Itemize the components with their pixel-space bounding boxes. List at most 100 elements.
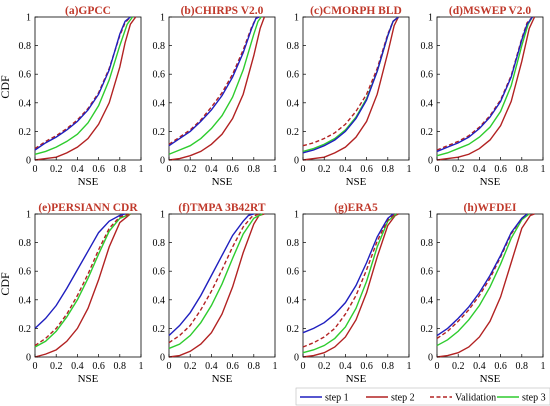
legend-box xyxy=(295,387,550,406)
y-tick-label: 0.6 xyxy=(153,70,166,81)
legend: step 1 step 2 Validation step 3 xyxy=(295,387,550,406)
y-tick-label: 0.6 xyxy=(421,70,434,81)
y-tick-label: 1 xyxy=(26,210,31,221)
y-tick-label: 0.2 xyxy=(287,127,300,138)
legend-label: Validation xyxy=(455,393,496,404)
y-tick-label: 0.4 xyxy=(421,98,434,109)
y-tick-label: 0.6 xyxy=(287,267,300,278)
x-tick-label: 0.4 xyxy=(71,361,84,372)
y-tick-label: 0.4 xyxy=(153,98,166,109)
x-tick-label: 0.2 xyxy=(184,361,197,372)
y-tick-label: 0 xyxy=(428,156,433,167)
y-tick-label: 0.2 xyxy=(153,127,166,138)
x-tick-label: 0.4 xyxy=(205,164,218,175)
plot-area-frame xyxy=(168,213,276,358)
series-line-step2 xyxy=(436,16,536,161)
x-tick-label: 0.2 xyxy=(50,361,63,372)
panel-title: (h)WFDEI xyxy=(463,202,517,214)
series-line-step2 xyxy=(168,16,266,161)
series-line-step1 xyxy=(168,213,254,337)
y-tick-label: 0.4 xyxy=(287,295,300,306)
x-axis-label: NSE xyxy=(346,176,367,188)
legend-item: step 1 xyxy=(300,393,349,404)
x-tick-label: 0.4 xyxy=(339,164,352,175)
y-tick-label: 0.8 xyxy=(287,238,300,249)
y-tick-label: 0 xyxy=(160,353,165,364)
x-axis-label: NSE xyxy=(346,373,367,385)
panel: 0 0.2 0.4 0.6 0.8 1 0 0.2 0.4 0.6 0.8 1 NSE (a)GPCC xyxy=(19,5,144,188)
x-tick-label: 0.6 xyxy=(92,164,105,175)
x-tick-label: 1 xyxy=(273,361,278,372)
series-line-step1 xyxy=(436,16,533,153)
panel-title: (d)MSWEP V2.0 xyxy=(449,5,531,17)
x-tick-label: 0 xyxy=(301,361,306,372)
x-axis-label: NSE xyxy=(480,176,501,188)
x-tick-label: 0 xyxy=(435,361,440,372)
x-tick-label: 0.8 xyxy=(382,361,395,372)
series-line-step1 xyxy=(302,213,394,334)
series-line-step2 xyxy=(436,213,535,358)
x-tick-label: 0.2 xyxy=(318,361,331,372)
series-line-step1 xyxy=(436,213,528,337)
series-line-step3 xyxy=(34,16,134,155)
panel-title: (f)TMPA 3B42RT xyxy=(178,202,266,214)
x-tick-label: 0.2 xyxy=(50,164,63,175)
plot-area-frame xyxy=(34,16,142,161)
x-tick-label: 0.6 xyxy=(226,361,239,372)
x-tick-label: 0 xyxy=(33,164,38,175)
series-line-validation xyxy=(302,213,396,348)
panel: 0 0.2 0.4 0.6 0.8 1 0 0.2 0.4 0.6 0.8 1 NSE (f)TMPA 3… xyxy=(153,202,278,385)
y-tick-label: 0 xyxy=(26,353,31,364)
series-line-step3 xyxy=(168,213,263,350)
x-tick-label: 0.6 xyxy=(494,164,507,175)
legend-label: step 3 xyxy=(522,393,546,404)
y-tick-label: 0.4 xyxy=(19,98,32,109)
x-tick-label: 1 xyxy=(541,164,546,175)
y-tick-label: 0.4 xyxy=(287,98,300,109)
panel: 0 0.2 0.4 0.6 0.8 1 0 0.2 0.4 0.6 0.8 1 NSE (e)PERSIA… xyxy=(19,202,144,385)
series-line-step2 xyxy=(168,213,265,358)
x-tick-label: 0.2 xyxy=(184,164,197,175)
x-tick-label: 0.2 xyxy=(452,361,465,372)
x-tick-label: 0.6 xyxy=(226,164,239,175)
x-tick-label: 0.4 xyxy=(473,164,486,175)
series-line-step2 xyxy=(34,16,137,161)
series-line-step1 xyxy=(34,213,126,329)
panel-title: (b)CHIRPS V2.0 xyxy=(181,5,264,17)
x-tick-label: 1 xyxy=(407,361,412,372)
x-tick-label: 0 xyxy=(33,361,38,372)
x-tick-label: 0 xyxy=(435,164,440,175)
x-tick-label: 0.8 xyxy=(114,164,127,175)
y-tick-label: 0.6 xyxy=(19,267,32,278)
panel-title: (a)GPCC xyxy=(65,5,111,17)
series-line-step3 xyxy=(436,16,534,157)
series-line-step2 xyxy=(302,16,400,161)
legend-label: step 1 xyxy=(325,393,349,404)
y-tick-label: 0.2 xyxy=(19,324,32,335)
series-line-step3 xyxy=(436,213,530,347)
x-tick-label: 0 xyxy=(301,164,306,175)
x-tick-label: 0.6 xyxy=(92,361,105,372)
x-tick-label: 1 xyxy=(273,164,278,175)
y-tick-label: 0.2 xyxy=(421,324,434,335)
x-tick-label: 0.8 xyxy=(248,164,261,175)
x-tick-label: 0.8 xyxy=(248,361,261,372)
series-line-step3 xyxy=(34,213,131,348)
y-tick-label: 0.6 xyxy=(153,267,166,278)
legend-label: step 2 xyxy=(391,393,415,404)
series-line-validation xyxy=(34,213,131,347)
series-line-validation xyxy=(168,213,260,344)
y-tick-label: 0 xyxy=(294,156,299,167)
y-tick-label: 1 xyxy=(160,210,165,221)
plot-area-frame xyxy=(34,213,142,358)
y-axis-label: CDF xyxy=(0,75,12,99)
y-tick-label: 1 xyxy=(428,210,433,221)
y-tick-label: 0.8 xyxy=(153,238,166,249)
x-tick-label: 1 xyxy=(139,361,144,372)
y-tick-label: 0.8 xyxy=(19,41,32,52)
y-tick-label: 0 xyxy=(294,353,299,364)
plot-area-frame xyxy=(302,16,410,161)
x-axis-label: NSE xyxy=(212,176,233,188)
x-tick-label: 0.8 xyxy=(516,361,529,372)
